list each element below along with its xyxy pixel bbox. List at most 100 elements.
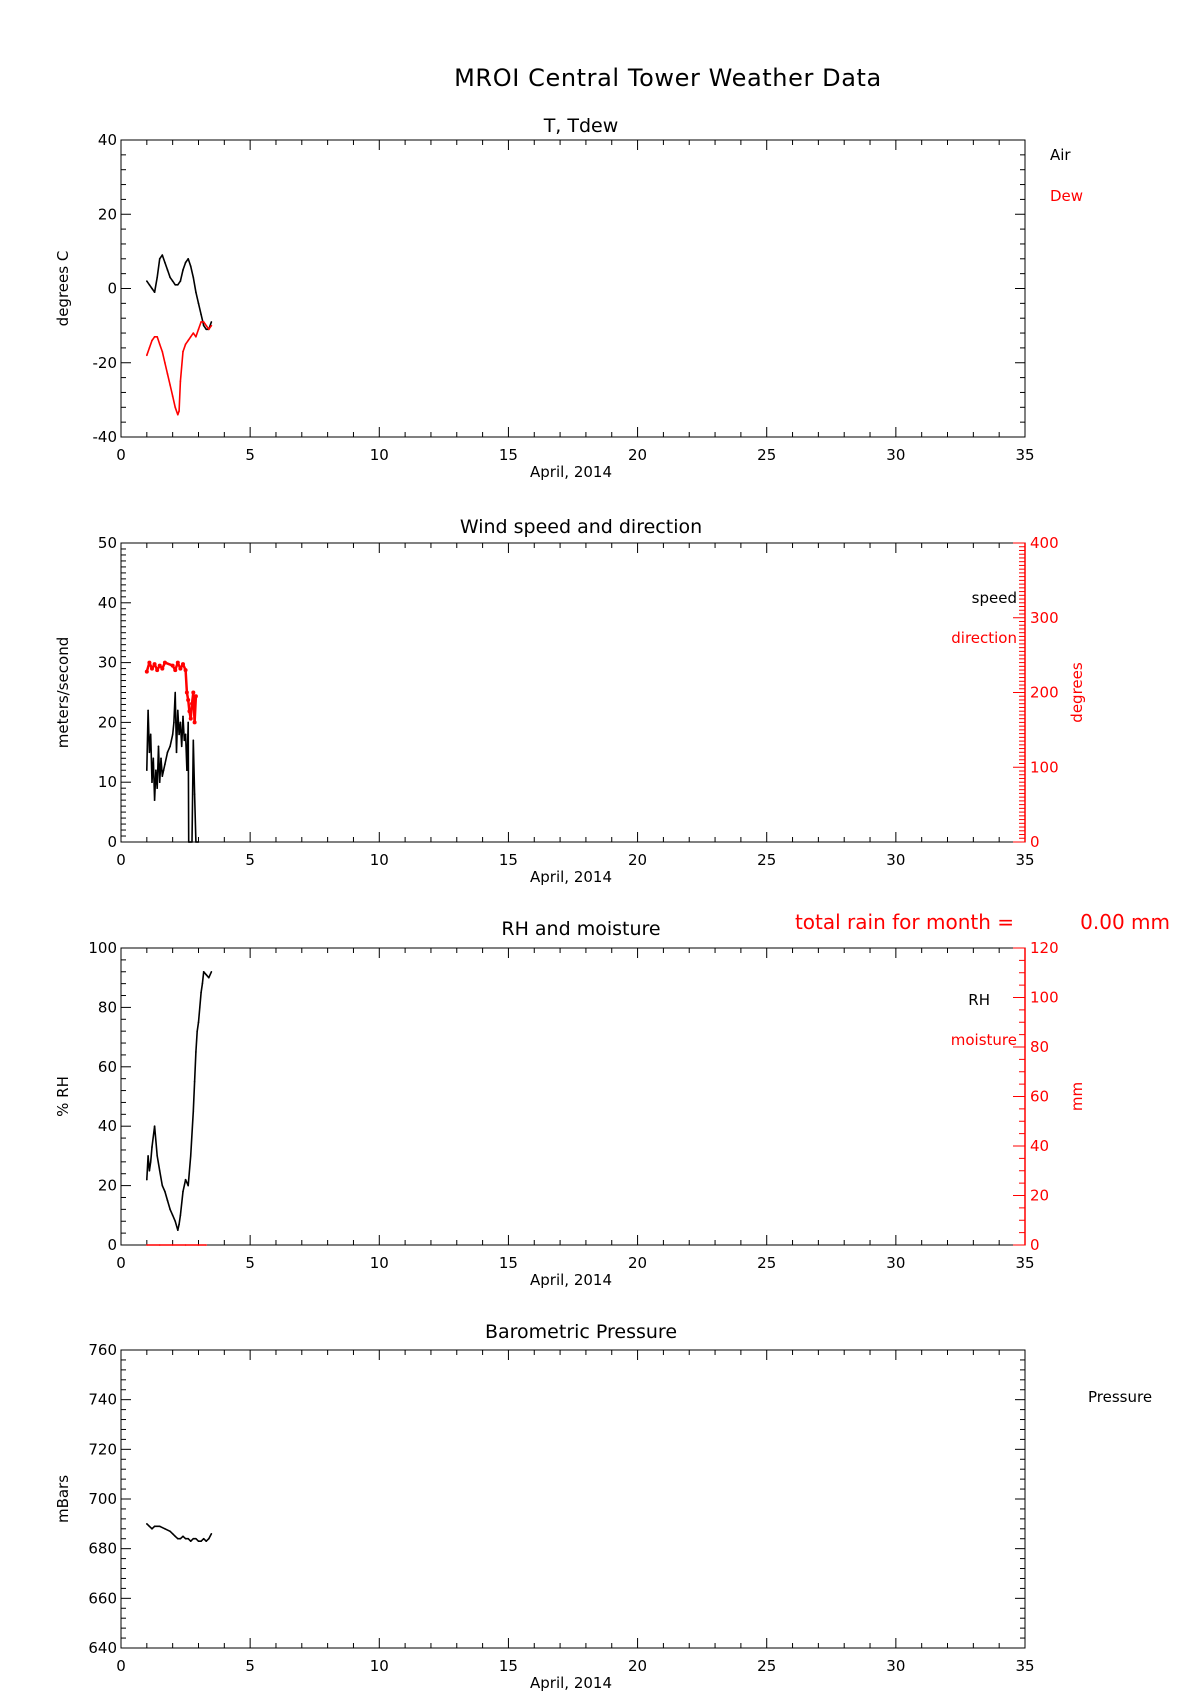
data-point bbox=[196, 1030, 198, 1032]
data-point bbox=[177, 1537, 179, 1540]
x-tick-label: 0 bbox=[116, 851, 126, 869]
data-point bbox=[197, 302, 200, 305]
series-line-pressure bbox=[146, 1523, 213, 1542]
data-point bbox=[208, 1537, 210, 1540]
data-point bbox=[152, 662, 157, 667]
data-point bbox=[161, 350, 164, 353]
x-tick-label: 20 bbox=[628, 1657, 647, 1675]
legend-entry: moisture bbox=[951, 1031, 1017, 1049]
y-tick-label: 20 bbox=[98, 713, 117, 731]
data-point bbox=[179, 1537, 182, 1540]
data-point bbox=[146, 1523, 148, 1525]
data-point bbox=[169, 276, 171, 279]
y-tick-label: 680 bbox=[88, 1540, 117, 1558]
data-point bbox=[189, 1540, 192, 1543]
x-tick-label: 30 bbox=[886, 851, 905, 869]
data-point bbox=[146, 1244, 148, 1246]
data-point bbox=[190, 701, 195, 706]
data-point bbox=[160, 666, 165, 671]
data-point bbox=[173, 721, 175, 724]
data-point bbox=[148, 283, 151, 286]
data-point bbox=[156, 787, 158, 789]
data-point bbox=[197, 841, 200, 843]
plot-frame bbox=[120, 542, 1026, 843]
x-tick-label: 20 bbox=[628, 851, 647, 869]
data-point bbox=[169, 745, 171, 748]
data-point bbox=[186, 769, 188, 772]
data-point bbox=[197, 1540, 200, 1543]
data-point bbox=[189, 335, 192, 338]
x-tick-label: 30 bbox=[886, 1657, 905, 1675]
x-tick-label: 30 bbox=[886, 1254, 905, 1272]
data-point bbox=[205, 324, 208, 327]
legend-entry: Air bbox=[1050, 146, 1071, 164]
data-point bbox=[198, 1006, 201, 1009]
data-point bbox=[179, 380, 182, 383]
data-point bbox=[200, 321, 202, 323]
y-right-tick-label: 200 bbox=[1030, 684, 1059, 702]
data-point bbox=[171, 1214, 174, 1217]
data-point bbox=[189, 841, 192, 843]
y-right-axis-label: mm bbox=[1068, 1082, 1086, 1111]
data-point bbox=[149, 666, 154, 671]
x-tick-label: 25 bbox=[757, 851, 776, 869]
y-tick-label: -20 bbox=[93, 354, 118, 372]
data-point bbox=[193, 793, 196, 795]
x-tick-label: 35 bbox=[1015, 1254, 1034, 1272]
y-tick-label: -40 bbox=[93, 428, 118, 446]
y-tick-label: 10 bbox=[98, 773, 117, 791]
data-point bbox=[174, 1535, 177, 1538]
data-point bbox=[166, 269, 169, 271]
x-tick-label: 20 bbox=[628, 446, 647, 464]
x-axis-label: April, 2014 bbox=[530, 868, 612, 886]
x-tick-label: 15 bbox=[499, 851, 518, 869]
data-point bbox=[155, 668, 160, 673]
x-tick-label: 5 bbox=[245, 1657, 255, 1675]
x-tick-label: 30 bbox=[886, 446, 905, 464]
data-point bbox=[173, 668, 178, 673]
legend-entry: Dew bbox=[1050, 187, 1083, 205]
data-point bbox=[184, 1178, 187, 1181]
data-point bbox=[170, 663, 175, 668]
data-point bbox=[187, 258, 189, 260]
data-point bbox=[178, 666, 183, 671]
data-point bbox=[161, 775, 164, 778]
y-tick-label: 640 bbox=[88, 1639, 117, 1657]
chart-panel-1: T, Tdew 0 5 10 15 20 25 30 35 April, 2014 -40 -20 0 2… bbox=[54, 115, 1083, 481]
data-point bbox=[164, 763, 166, 766]
data-point bbox=[151, 1528, 153, 1530]
data-point bbox=[179, 721, 182, 724]
data-point bbox=[169, 384, 171, 386]
y-axis-label: % RH bbox=[54, 1076, 72, 1117]
plot-frame bbox=[120, 947, 1026, 1246]
data-point bbox=[148, 347, 151, 349]
data-point bbox=[147, 1155, 149, 1157]
data-point bbox=[156, 335, 158, 338]
x-axis-label: April, 2014 bbox=[530, 1674, 612, 1692]
panel-title: Wind speed and direction bbox=[460, 516, 702, 538]
x-tick-label: 10 bbox=[370, 446, 389, 464]
data-point bbox=[187, 721, 189, 724]
legend-entry: Pressure bbox=[1088, 1388, 1152, 1406]
data-point bbox=[205, 1540, 208, 1543]
data-point bbox=[158, 1169, 161, 1172]
data-point bbox=[179, 280, 182, 282]
x-tick-label: 5 bbox=[245, 446, 255, 464]
x-tick-label: 0 bbox=[116, 446, 126, 464]
data-point bbox=[180, 745, 183, 748]
data-point bbox=[183, 668, 188, 673]
data-point bbox=[186, 697, 191, 702]
plot-frame bbox=[120, 1349, 1026, 1649]
data-point bbox=[210, 1532, 213, 1535]
y-tick-label: 40 bbox=[98, 594, 117, 612]
data-point bbox=[187, 709, 192, 714]
panel-title: T, Tdew bbox=[543, 115, 619, 137]
x-tick-label: 0 bbox=[116, 1254, 126, 1272]
y-right-tick-label: 0 bbox=[1030, 833, 1040, 851]
data-point bbox=[153, 799, 156, 801]
data-point bbox=[161, 254, 164, 256]
y-right-tick-label: 40 bbox=[1030, 1137, 1049, 1155]
x-tick-label: 35 bbox=[1015, 446, 1034, 464]
y-right-tick-label: 300 bbox=[1030, 609, 1059, 627]
data-point bbox=[202, 324, 205, 327]
